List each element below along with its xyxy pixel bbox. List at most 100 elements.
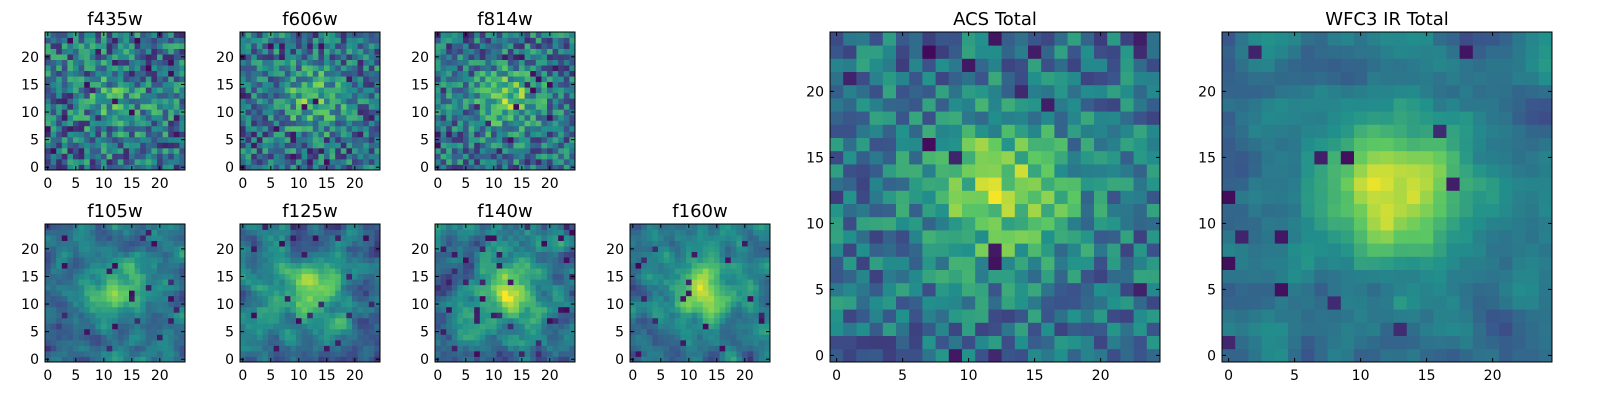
heatmap-cell [730, 257, 737, 264]
heatmap-cell [1041, 203, 1055, 218]
heatmap-cell [435, 76, 441, 83]
heatmap-cell [129, 43, 135, 49]
heatmap-cell [346, 284, 353, 291]
heatmap-cell [563, 273, 570, 280]
heatmap-cell [541, 65, 548, 72]
heatmap-cell [753, 240, 760, 247]
heatmap-cell [145, 109, 152, 116]
heatmap-cell [541, 240, 548, 247]
heatmap-cell [975, 230, 989, 244]
heatmap-cell [485, 70, 492, 77]
heatmap-cell [50, 103, 57, 110]
heatmap-cell [179, 59, 186, 66]
heatmap-cell [457, 328, 464, 335]
heatmap-cell [140, 70, 147, 77]
heatmap-cell [101, 120, 107, 127]
heatmap-cell [758, 224, 765, 230]
heatmap-cell [440, 81, 447, 88]
heatmap-cell [168, 290, 175, 297]
heatmap-cell [162, 109, 169, 116]
heatmap-cell [50, 114, 57, 121]
heatmap-cell [251, 295, 258, 302]
heatmap-cell [129, 65, 135, 72]
heatmap-cell [101, 328, 107, 335]
heatmap-cell [307, 59, 314, 66]
heatmap-cell [541, 87, 548, 94]
heatmap-cell [502, 81, 509, 88]
heatmap-cell [691, 246, 698, 252]
heatmap-cell [563, 328, 570, 335]
heatmap-cell [485, 224, 492, 230]
heatmap-cell [157, 229, 163, 236]
x-tick-label: 5 [71, 368, 80, 384]
heatmap-cells [240, 32, 381, 171]
heatmap-cell [758, 345, 765, 352]
heatmap-cell [245, 153, 252, 160]
heatmap-cell [742, 273, 748, 280]
heatmap-cell [256, 290, 263, 297]
heatmap-cell [240, 92, 246, 99]
heatmap-cell [468, 43, 475, 49]
heatmap-cell [507, 76, 514, 83]
heatmap-cell [134, 81, 141, 88]
heatmap-cell [663, 273, 670, 280]
heatmap-cell [273, 98, 280, 105]
heatmap-cell [563, 87, 570, 94]
heatmap-cell [140, 268, 147, 275]
heatmap-cell [440, 164, 447, 171]
heatmap-cell [753, 312, 760, 319]
heatmap-cell [663, 279, 670, 286]
heatmap-cell [747, 279, 754, 286]
heatmap-cell [134, 70, 141, 77]
heatmap-cell [140, 356, 147, 363]
heatmap-cell [663, 356, 670, 363]
heatmap-cell [157, 262, 163, 269]
heatmap-cell [67, 92, 74, 99]
heatmap-cell [318, 125, 325, 132]
heatmap-cell [468, 284, 475, 291]
heatmap-cell [513, 114, 520, 121]
heatmap-cell [157, 98, 163, 105]
heatmap-cell [134, 312, 141, 319]
heatmap-cell [240, 262, 246, 269]
heatmap-cell [896, 322, 910, 336]
heatmap-cell [975, 269, 989, 284]
heatmap-cell [457, 323, 464, 330]
heatmap-cell [368, 224, 375, 230]
heatmap-cell [363, 262, 370, 269]
heatmap-cell [284, 48, 291, 55]
heatmap-cell [84, 350, 91, 357]
heatmap-cell [318, 295, 325, 302]
heatmap-cell [95, 345, 102, 352]
heatmap-cell [268, 153, 274, 160]
heatmap-cell [61, 328, 68, 335]
heatmap-cell [307, 70, 314, 77]
heatmap-cell [363, 328, 370, 335]
heatmap-cell [474, 147, 481, 154]
heatmap-cell [725, 273, 732, 280]
heatmap-cell [106, 295, 113, 302]
heatmap-cell [240, 131, 246, 138]
heatmap-cell [268, 240, 274, 247]
heatmap-cell [256, 350, 263, 357]
y-tick-label: 20 [606, 242, 624, 258]
heatmap-cell [307, 323, 314, 330]
heatmap-cell [446, 142, 453, 149]
heatmap-cell [680, 334, 687, 341]
heatmap-cell [179, 284, 186, 291]
heatmap-cell [519, 273, 525, 280]
heatmap-cell [552, 142, 559, 149]
heatmap-cell [140, 301, 147, 308]
heatmap-cell [719, 317, 726, 324]
heatmap-cell [975, 322, 989, 336]
heatmap-cell [335, 350, 342, 357]
heatmap-cell [502, 43, 509, 49]
heatmap-cell [513, 345, 520, 352]
heatmap-cell [747, 240, 754, 247]
heatmap-cell [61, 350, 68, 357]
heatmap-cell [134, 76, 141, 83]
heatmap-cell [268, 284, 274, 291]
heatmap-cell [179, 114, 186, 121]
heatmap-cell [168, 114, 175, 121]
